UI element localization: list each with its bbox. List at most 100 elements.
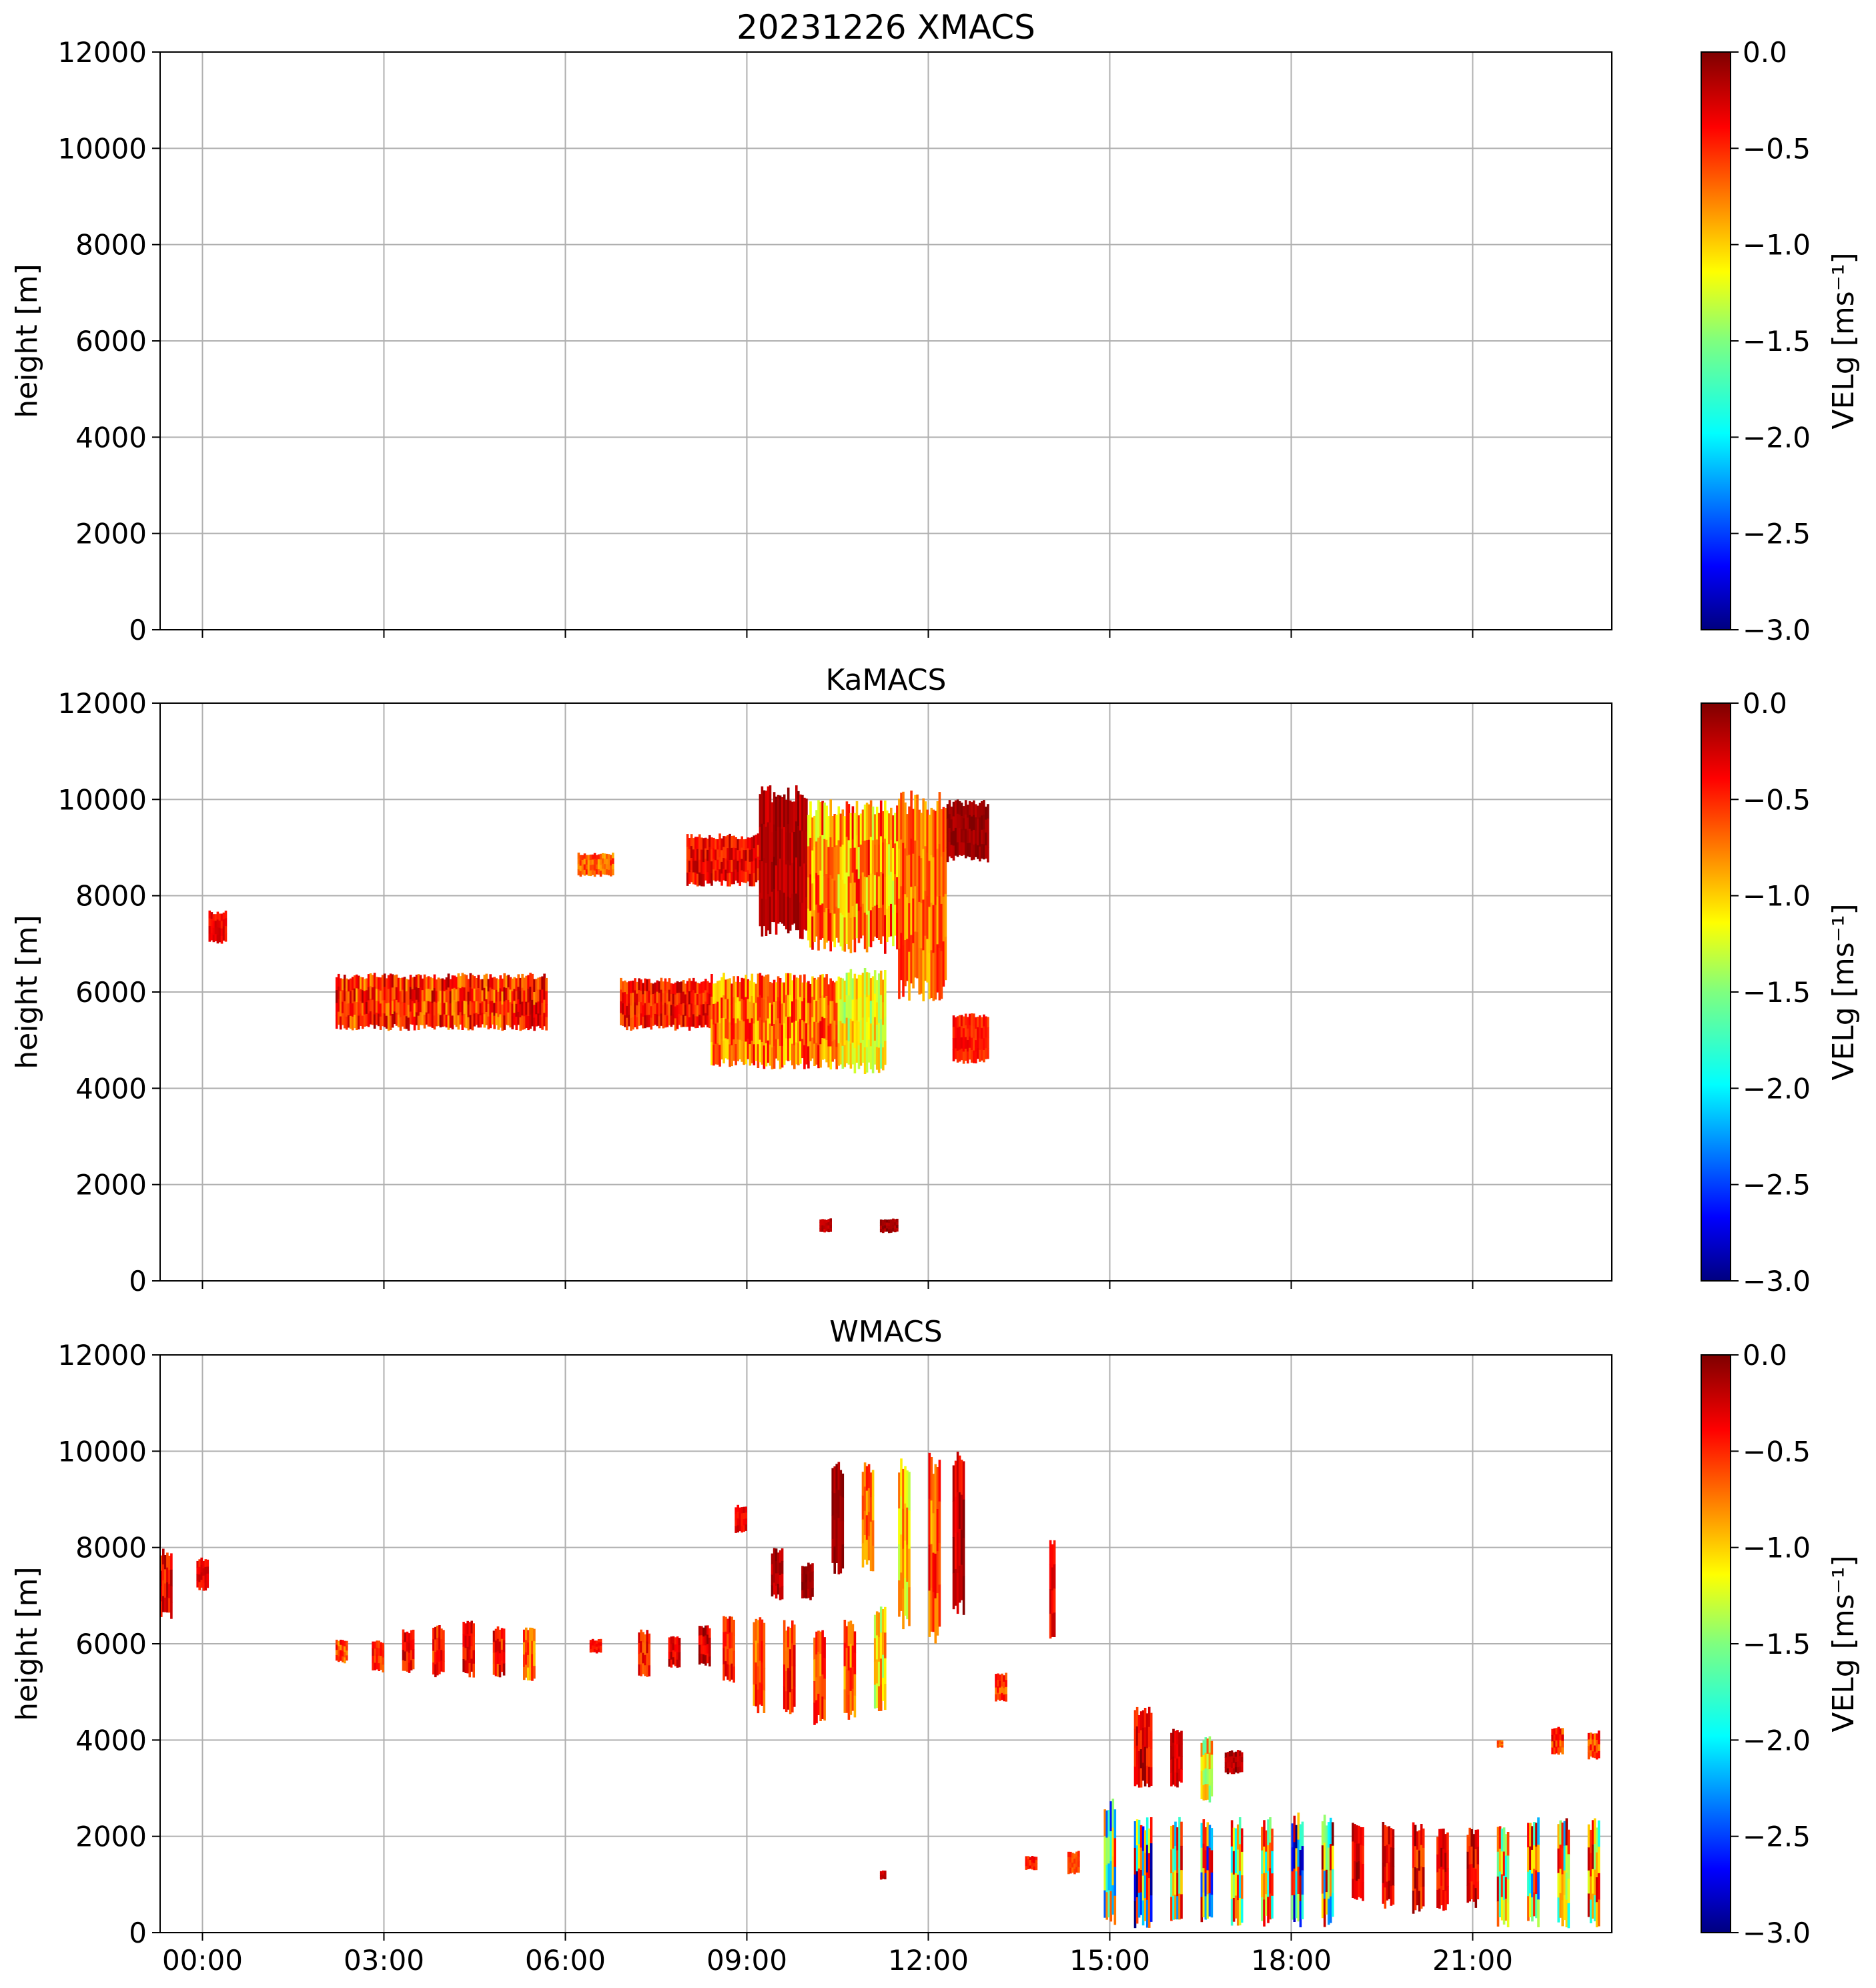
y-axis: 0 2000 4000 6000 8000 10000 12000 xyxy=(57,36,160,646)
echo-patch xyxy=(686,833,760,887)
y-tick-label: 6000 xyxy=(75,976,147,1009)
echo-patch xyxy=(879,1870,887,1880)
colorbar-tick-label: −3.0 xyxy=(1743,1917,1811,1949)
x-tick-label: 03:00 xyxy=(344,1944,424,1977)
echo-patch xyxy=(523,1627,536,1681)
y-tick-label: 0 xyxy=(129,614,147,646)
x-tick-label: 21:00 xyxy=(1432,1944,1513,1977)
echo-patch xyxy=(372,1640,384,1672)
echo-patch xyxy=(208,910,227,944)
echo-patch xyxy=(1230,1817,1244,1926)
colorbar: −3.0 −2.5 −2.0 −1.5 −1.0 −0.5 0.0 VELg [ms⁻¹] xyxy=(1701,1339,1861,1949)
echo-patch xyxy=(1025,1856,1038,1871)
data-layer xyxy=(208,785,989,1233)
echo-patch xyxy=(898,1458,911,1630)
echo-patch xyxy=(432,1625,445,1678)
echo-patch xyxy=(196,1557,209,1591)
panel-title: KaMACS xyxy=(826,663,947,697)
colorbar-tick-label: −0.5 xyxy=(1743,783,1811,816)
echo-patch xyxy=(638,1629,650,1677)
echo-patch xyxy=(1557,1818,1570,1929)
colorbar-tick-label: −2.5 xyxy=(1743,1821,1811,1853)
echo-patch xyxy=(861,1462,875,1572)
echo-patch xyxy=(462,1620,475,1678)
echo-patch xyxy=(801,1562,814,1600)
echo-patch xyxy=(879,1218,899,1233)
panel-title: WMACS xyxy=(829,1315,942,1349)
y-tick-label: 2000 xyxy=(75,1821,147,1853)
colorbar-ticks: −3.0 −2.5 −2.0 −1.5 −1.0 −0.5 0.0 xyxy=(1731,687,1811,1298)
y-tick-label: 2000 xyxy=(75,1169,147,1201)
colorbar-tick-label: −3.0 xyxy=(1743,614,1811,646)
y-tick-label: 8000 xyxy=(75,1532,147,1564)
echo-patch xyxy=(952,1013,989,1064)
y-axis-label: height [m] xyxy=(10,915,44,1069)
echo-patch xyxy=(335,1639,348,1664)
echo-patch xyxy=(589,1638,602,1654)
echo-patch xyxy=(837,968,887,1074)
echo-patch xyxy=(1133,1706,1153,1788)
y-tick-label: 12000 xyxy=(57,687,147,720)
colorbar-tick-label: −1.5 xyxy=(1743,976,1811,1009)
echo-patch xyxy=(1291,1813,1304,1927)
colorbar-gradient xyxy=(1701,1354,1731,1933)
echo-patch xyxy=(620,977,711,1031)
colorbar: −3.0 −2.5 −2.0 −1.5 −1.0 −0.5 0.0 VELg [ms⁻¹] xyxy=(1701,36,1861,646)
echo-patch xyxy=(335,973,548,1031)
y-tick-label: 6000 xyxy=(75,1628,147,1660)
data-layer xyxy=(160,1452,1600,1929)
x-tick-label: 18:00 xyxy=(1251,1944,1332,1977)
y-tick-label: 4000 xyxy=(75,1724,147,1757)
echo-patch xyxy=(1261,1817,1274,1927)
y-axis-label: height [m] xyxy=(10,1566,44,1720)
y-tick-label: 0 xyxy=(129,1265,147,1298)
colorbar-tick-label: −3.0 xyxy=(1743,1265,1811,1298)
colorbar: −3.0 −2.5 −2.0 −1.5 −1.0 −0.5 0.0 VELg [ms⁻¹] xyxy=(1701,687,1861,1298)
echo-patch xyxy=(1382,1822,1395,1909)
echo-patch xyxy=(1527,1817,1540,1927)
y-tick-label: 10000 xyxy=(57,132,147,165)
echo-patch xyxy=(1067,1851,1080,1875)
echo-patch xyxy=(1412,1822,1425,1914)
colorbar-label: VELg [ms⁻¹] xyxy=(1827,252,1861,429)
y-axis-label: height [m] xyxy=(10,264,44,418)
x-axis xyxy=(201,1281,1474,1289)
colorbar-label: VELg [ms⁻¹] xyxy=(1827,903,1861,1080)
colorbar-tick-label: −2.0 xyxy=(1743,421,1811,454)
y-tick-label: 12000 xyxy=(57,36,147,69)
colorbar-tick-label: 0.0 xyxy=(1743,1339,1787,1372)
echo-patch xyxy=(1352,1823,1364,1901)
echo-patch xyxy=(711,973,838,1070)
colorbar-ticks: −3.0 −2.5 −2.0 −1.5 −1.0 −0.5 0.0 xyxy=(1731,36,1811,646)
y-tick-label: 4000 xyxy=(75,421,147,454)
colorbar-tick-label: −1.5 xyxy=(1743,325,1811,358)
colorbar-tick-label: −2.5 xyxy=(1743,518,1811,550)
echo-patch xyxy=(753,1617,766,1714)
echo-patch xyxy=(1103,1799,1117,1925)
colorbar-label: VELg [ms⁻¹] xyxy=(1827,1555,1861,1732)
y-tick-label: 2000 xyxy=(75,518,147,550)
grid xyxy=(160,1354,1612,1933)
echo-patch xyxy=(577,853,614,877)
x-axis xyxy=(201,630,1474,638)
panel-xmacs: 20231226 XMACS 0 2000 4000 6000 8000 10000 120… xyxy=(10,8,1861,646)
echo-patch xyxy=(1049,1540,1056,1639)
echo-patch xyxy=(1496,1826,1510,1927)
echo-patch xyxy=(160,1548,173,1619)
echo-patch xyxy=(819,1218,832,1233)
y-tick-label: 0 xyxy=(129,1917,147,1949)
colorbar-tick-label: −0.5 xyxy=(1743,132,1811,165)
colorbar-tick-label: −1.0 xyxy=(1743,880,1811,913)
y-axis: 0 2000 4000 6000 8000 10000 12000 xyxy=(57,1339,160,1949)
echo-patch xyxy=(668,1636,681,1668)
echo-patch xyxy=(995,1672,1007,1702)
echo-patch xyxy=(723,1616,735,1683)
colorbar-tick-label: −0.5 xyxy=(1743,1435,1811,1468)
echo-patch xyxy=(813,1630,826,1725)
x-tick-label: 09:00 xyxy=(707,1944,787,1977)
panel-kamacs: KaMACS 0 2000 4000 6000 8000 10000 12000 heigh… xyxy=(10,663,1861,1298)
echo-patch xyxy=(1224,1750,1244,1775)
echo-patch xyxy=(1200,1736,1214,1803)
